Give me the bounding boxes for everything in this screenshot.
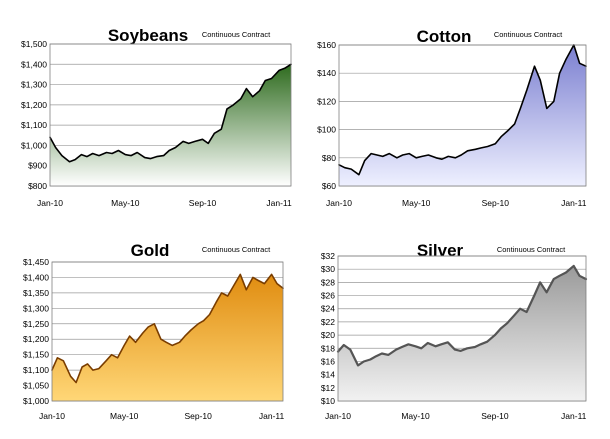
y-tick-label: $80 (322, 153, 336, 163)
chart-subtitle: Continuous Contract (202, 30, 271, 39)
y-tick-label: $140 (317, 68, 336, 78)
y-tick-label: $28 (321, 277, 335, 287)
series-area (50, 64, 291, 186)
x-tick-label: May-10 (401, 411, 430, 421)
x-tick-label: Jan-11 (259, 411, 285, 421)
y-tick-label: $1,300 (21, 80, 47, 90)
y-tick-label: $1,200 (23, 334, 49, 344)
y-tick-label: $900 (28, 161, 47, 171)
y-tick-label: $1,450 (23, 257, 49, 267)
y-tick-label: $800 (28, 181, 47, 191)
chart-subtitle: Continuous Contract (494, 30, 563, 39)
series-area (52, 274, 283, 401)
cotton-chart: Cotton Continuous Contract $60 $80 $100 $120 $… (305, 0, 610, 219)
plot-frame (338, 44, 587, 187)
y-tick-label: $26 (321, 291, 335, 301)
x-tick-label: May-10 (402, 198, 431, 208)
series-area (339, 45, 586, 186)
x-tick-label: Jan-11 (561, 411, 587, 421)
chart-subtitle: Continuous Contract (202, 245, 271, 254)
y-tick-label: $20 (321, 330, 335, 340)
series-line (51, 273, 284, 384)
y-tick-label: $10 (321, 396, 335, 406)
y-tick-label: $1,000 (23, 396, 49, 406)
x-tick-label: Jan-11 (266, 198, 292, 208)
gold-chart: Gold Continuous Contract $1,000 $1,050 $1,10… (0, 219, 305, 438)
chart-title: Silver (417, 241, 464, 260)
y-tick-label: $18 (321, 343, 335, 353)
plot-frame (49, 43, 292, 187)
y-tick-label: $120 (317, 96, 336, 106)
y-tick-label: $1,000 (21, 140, 47, 150)
x-tick-label: Sep-10 (481, 411, 509, 421)
y-tick-label: $100 (317, 125, 336, 135)
y-tick-label: $1,400 (23, 272, 49, 282)
y-tick-label: $1,200 (21, 100, 47, 110)
chart-title: Soybeans (108, 26, 188, 45)
x-tick-label: May-10 (110, 411, 139, 421)
x-tick-label: Jan-10 (326, 198, 352, 208)
plot-frame (51, 261, 284, 402)
y-tick-label: $32 (321, 251, 335, 261)
silver-chart: Silver Continuous Contract $10 $12 $14 $16 $18… (305, 219, 610, 438)
y-tick-label: $1,050 (23, 381, 49, 391)
series-line (336, 264, 588, 367)
y-tick-label: $60 (322, 181, 336, 191)
soybeans-chart: Soybeans Continuous Contract $800 $900 $1,00… (0, 0, 305, 219)
y-tick-label: $1,400 (21, 59, 47, 69)
x-tick-label: Sep-10 (189, 198, 217, 208)
y-tick-label: $160 (317, 40, 336, 50)
x-tick-label: May-10 (111, 198, 140, 208)
y-tick-label: $12 (321, 383, 335, 393)
y-tick-label: $1,100 (23, 365, 49, 375)
series-line (338, 44, 587, 176)
chart-subtitle: Continuous Contract (497, 245, 566, 254)
y-tick-label: $1,150 (23, 350, 49, 360)
y-tick-label: $1,300 (23, 303, 49, 313)
chart-title: Gold (131, 241, 170, 260)
chart-title: Cotton (417, 27, 472, 46)
y-tick-label: $16 (321, 356, 335, 366)
series-area (338, 265, 586, 401)
x-tick-label: Jan-11 (561, 198, 587, 208)
series-line (49, 63, 292, 163)
y-tick-label: $1,100 (21, 120, 47, 130)
y-tick-label: $1,500 (21, 39, 47, 49)
y-tick-label: $14 (321, 370, 335, 380)
x-tick-label: Jan-10 (37, 198, 63, 208)
y-tick-label: $1,250 (23, 319, 49, 329)
x-tick-label: Sep-10 (184, 411, 212, 421)
plot-frame (337, 255, 587, 402)
y-tick-label: $1,350 (23, 288, 49, 298)
x-tick-label: Jan-10 (325, 411, 351, 421)
y-tick-label: $30 (321, 264, 335, 274)
y-tick-label: $22 (321, 317, 335, 327)
y-tick-label: $24 (321, 304, 335, 314)
x-tick-label: Jan-10 (39, 411, 65, 421)
x-tick-label: Sep-10 (482, 198, 510, 208)
